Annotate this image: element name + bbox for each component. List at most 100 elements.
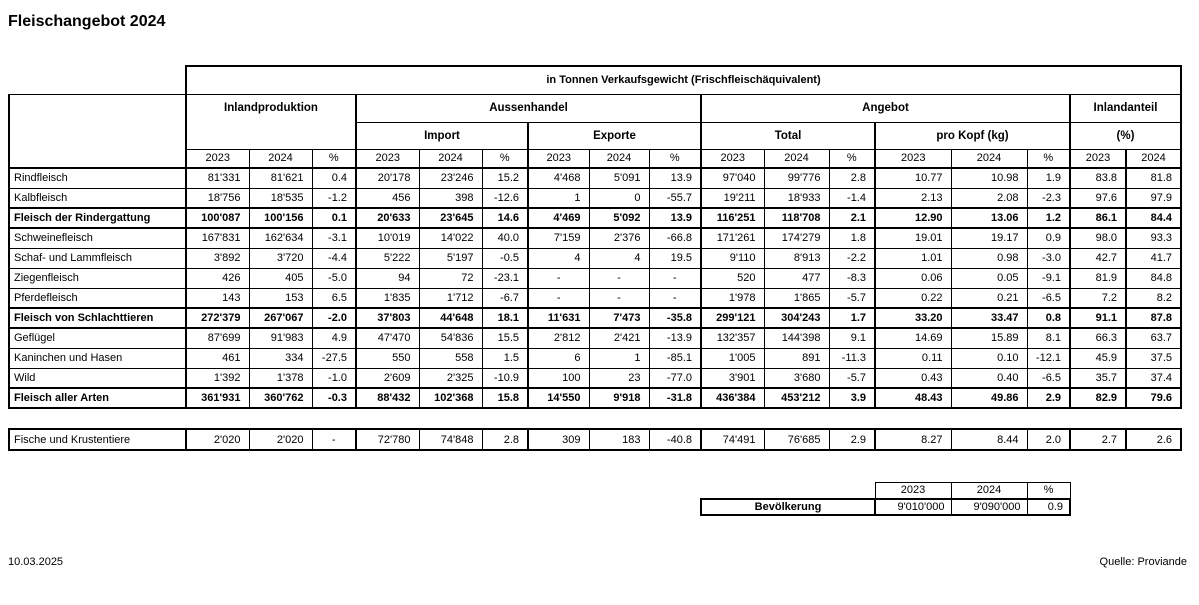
cell: -66.8 <box>648 227 702 249</box>
cell: -6.5 <box>1026 367 1071 389</box>
cell: 44'648 <box>418 307 483 329</box>
cell: 14.69 <box>874 327 952 349</box>
cell: 4 <box>527 247 590 269</box>
fish-table-body: Fische und Krustentiere 2'020 2'020-72'780… <box>8 428 1182 451</box>
cell: 3'892 <box>185 247 250 269</box>
cell: -40.8 <box>648 428 702 451</box>
cell: -1.0 <box>311 367 357 389</box>
cell: -2.2 <box>828 247 876 269</box>
cell: 2.6 <box>1125 428 1182 451</box>
cell: 13.06 <box>950 207 1028 229</box>
year-header: 2024 <box>418 148 483 169</box>
cell: 10.98 <box>950 167 1028 189</box>
year-header: % <box>648 148 702 169</box>
cell: 361'931 <box>185 387 250 409</box>
cell: 4'469 <box>527 207 590 229</box>
header-group-inlandproduktion: Inlandproduktion <box>185 93 357 150</box>
cell: 1 <box>527 187 590 209</box>
cell: -23.1 <box>481 267 529 289</box>
cell: -10.9 <box>481 367 529 389</box>
cell: 3'720 <box>248 247 313 269</box>
cell: 2'812 <box>527 327 590 349</box>
cell: 267'067 <box>248 307 313 329</box>
population-label: Bevölkerung <box>700 497 876 516</box>
year-header: 2023 <box>355 148 420 169</box>
cell: 19.17 <box>950 227 1028 249</box>
cell: -0.5 <box>481 247 529 269</box>
cell: 37.4 <box>1125 367 1182 389</box>
cell: -5.0 <box>311 267 357 289</box>
cell: 1'392 <box>185 367 250 389</box>
cell: 360'762 <box>248 387 313 409</box>
cell: 6.5 <box>311 287 357 309</box>
cell: 9'110 <box>700 247 765 269</box>
cell: 18'535 <box>248 187 313 209</box>
cell: 2.7 <box>1069 428 1127 451</box>
row-label: Fleisch von Schlachttieren <box>8 307 187 329</box>
population-spacer <box>701 483 875 499</box>
header-sub-inlandanteil-unit: (%) <box>1069 121 1182 150</box>
cell: 118'708 <box>763 207 830 229</box>
cell: 0.98 <box>950 247 1028 269</box>
cell: 72 <box>418 267 483 289</box>
header-sub-total: Total <box>700 121 876 150</box>
cell: 0.11 <box>874 347 952 369</box>
cell: 1.9 <box>1026 167 1071 189</box>
cell: 5'091 <box>588 167 650 189</box>
cell: -6.7 <box>481 287 529 309</box>
cell: 0.05 <box>950 267 1028 289</box>
row-label: Kaninchen und Hasen <box>8 347 187 369</box>
year-header: % <box>311 148 357 169</box>
cell: 5'092 <box>588 207 650 229</box>
cell: 100 <box>527 367 590 389</box>
header-sub-exporte: Exporte <box>527 121 702 150</box>
header-group-angebot: Angebot <box>700 93 1071 123</box>
row-label: Fleisch aller Arten <box>8 387 187 409</box>
cell: 87'699 <box>185 327 250 349</box>
cell: 1'978 <box>700 287 765 309</box>
year-header: 2023 <box>185 148 250 169</box>
cell: 97.6 <box>1069 187 1127 209</box>
cell: 2.1 <box>828 207 876 229</box>
cell: - <box>588 287 650 309</box>
cell: 5'222 <box>355 247 420 269</box>
cell: 1'378 <box>248 367 313 389</box>
cell: 153 <box>248 287 313 309</box>
cell: 162'634 <box>248 227 313 249</box>
year-header: % <box>1026 482 1071 499</box>
cell: 79.6 <box>1125 387 1182 409</box>
cell: 8.27 <box>874 428 952 451</box>
cell: 456 <box>355 187 420 209</box>
unit-header: in Tonnen Verkaufsgewicht (Frischfleisch… <box>185 65 1182 95</box>
cell: 14'022 <box>418 227 483 249</box>
cell: 461 <box>185 347 250 369</box>
cell: 4'468 <box>527 167 590 189</box>
cell: 3'680 <box>763 367 830 389</box>
cell: 1'712 <box>418 287 483 309</box>
cell: 49.86 <box>950 387 1028 409</box>
cell: 7.2 <box>1069 287 1127 309</box>
cell: 9.1 <box>828 327 876 349</box>
cell: 8.2 <box>1125 287 1182 309</box>
cell: -9.1 <box>1026 267 1071 289</box>
row-label: Rindfleisch <box>8 167 187 189</box>
cell: -77.0 <box>648 367 702 389</box>
cell: 0.40 <box>950 367 1028 389</box>
cell: 11'631 <box>527 307 590 329</box>
cell: 1.5 <box>481 347 529 369</box>
cell: 81'331 <box>185 167 250 189</box>
cell: 453'212 <box>763 387 830 409</box>
cell: 9'090'000 <box>950 497 1028 516</box>
cell: 66.3 <box>1069 327 1127 349</box>
cell: 35.7 <box>1069 367 1127 389</box>
cell: 37.5 <box>1125 347 1182 369</box>
cell: 891 <box>763 347 830 369</box>
document-date: 10.03.2025 <box>8 556 64 568</box>
cell: 2.8 <box>481 428 529 451</box>
cell: -2.3 <box>1026 187 1071 209</box>
unit-header-row: in Tonnen Verkaufsgewicht (Frischfleisch… <box>9 65 1182 95</box>
cell: 2'020 <box>248 428 313 451</box>
table-row: Fische und Krustentiere 2'020 2'020-72'780… <box>8 428 1182 451</box>
cell: 334 <box>248 347 313 369</box>
row-label: Pferdefleisch <box>8 287 187 309</box>
